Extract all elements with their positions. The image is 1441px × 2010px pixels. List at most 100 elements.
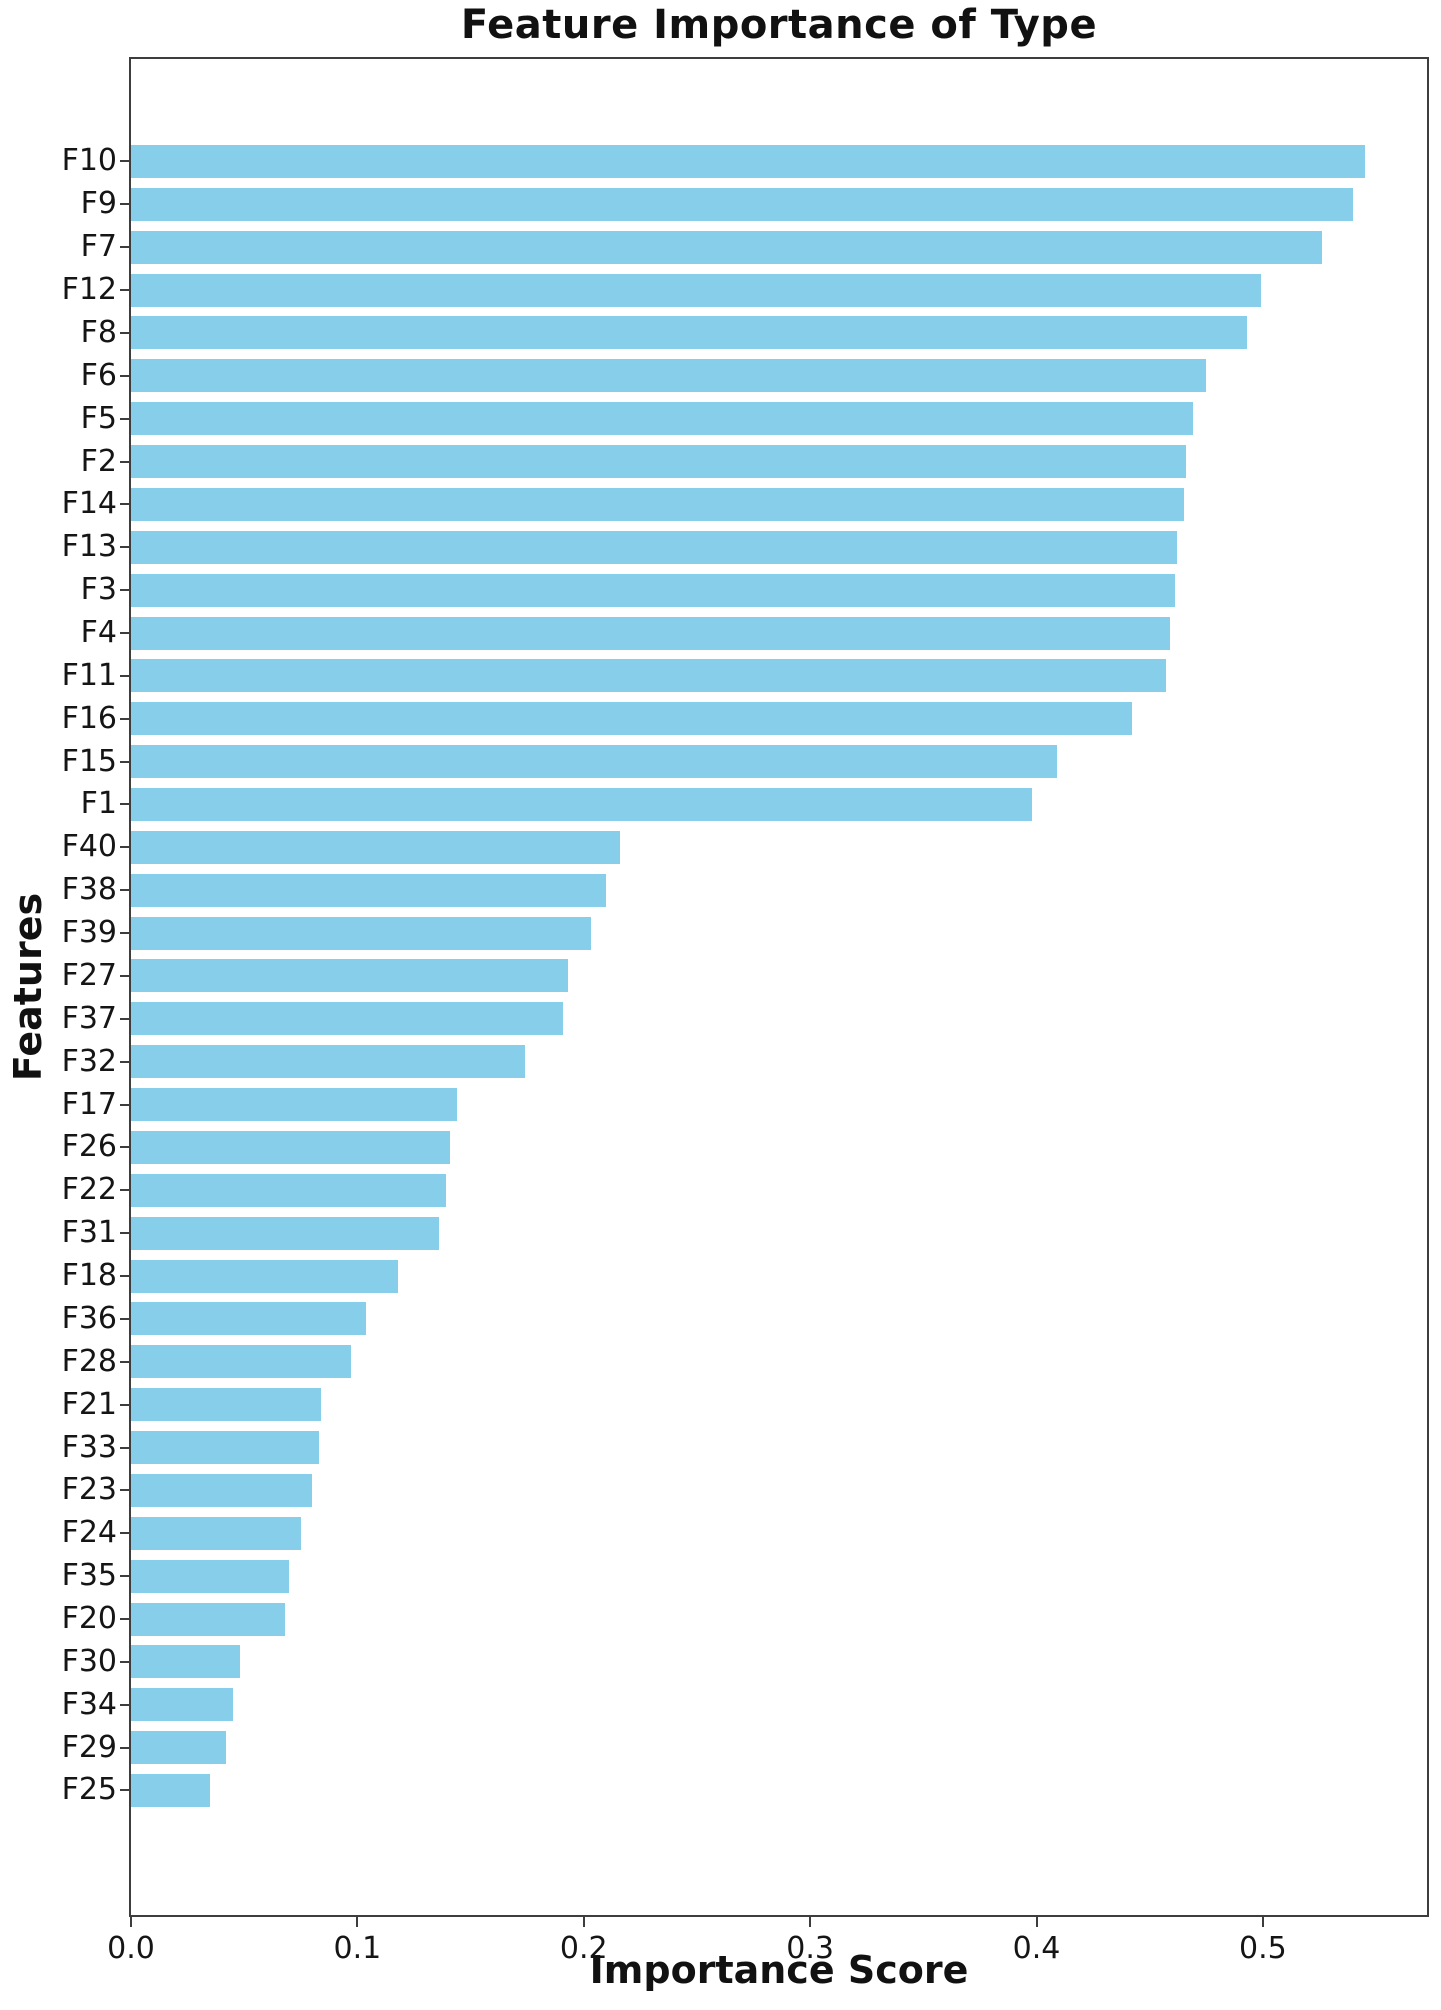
bar-F8 <box>131 316 1248 350</box>
bar-F39 <box>131 916 591 950</box>
y-tick-label-F5: F5 <box>80 400 117 436</box>
y-tick-label-F2: F2 <box>80 443 117 479</box>
y-tick-label-F35: F35 <box>61 1558 117 1594</box>
x-tick-mark <box>1035 1915 1038 1927</box>
y-tick-mark <box>120 1103 129 1106</box>
bar-F26 <box>131 1130 451 1164</box>
bar-F13 <box>131 530 1177 564</box>
bar-F40 <box>131 830 620 864</box>
y-tick-label-F7: F7 <box>80 229 117 265</box>
y-tick-label-F25: F25 <box>61 1772 117 1808</box>
bar-F37 <box>131 1002 564 1036</box>
bar-F24 <box>131 1516 301 1550</box>
x-tick-label-0.2: 0.2 <box>559 1931 608 1966</box>
y-tick-label-F30: F30 <box>61 1643 117 1679</box>
y-tick-label-F23: F23 <box>61 1472 117 1508</box>
bar-F14 <box>131 487 1184 521</box>
bar-F29 <box>131 1731 227 1765</box>
y-tick-mark <box>120 846 129 849</box>
bar-F9 <box>131 187 1354 221</box>
y-tick-label-F18: F18 <box>61 1258 117 1294</box>
y-tick-label-F36: F36 <box>61 1300 117 1336</box>
y-tick-label-F33: F33 <box>61 1429 117 1465</box>
y-tick-mark <box>120 1575 129 1578</box>
y-tick-mark <box>120 331 129 334</box>
y-tick-label-F24: F24 <box>61 1515 117 1551</box>
y-tick-label-F15: F15 <box>61 743 117 779</box>
bar-F11 <box>131 659 1166 693</box>
y-tick-mark <box>120 1275 129 1278</box>
y-tick-label-F28: F28 <box>61 1343 117 1379</box>
bar-F5 <box>131 402 1193 436</box>
y-tick-mark <box>120 1446 129 1449</box>
bar-F36 <box>131 1302 367 1336</box>
bar-F6 <box>131 359 1207 393</box>
y-tick-label-F4: F4 <box>80 615 117 650</box>
y-tick-mark <box>120 1017 129 1020</box>
bar-F23 <box>131 1473 313 1507</box>
bar-F31 <box>131 1216 439 1250</box>
y-tick-mark <box>120 803 129 806</box>
bar-F18 <box>131 1259 399 1293</box>
y-tick-label-F29: F29 <box>61 1729 117 1765</box>
bar-F30 <box>131 1645 240 1679</box>
y-tick-mark <box>120 632 129 634</box>
y-tick-label-F40: F40 <box>61 829 117 865</box>
bar-F1 <box>131 787 1032 821</box>
y-tick-label-F6: F6 <box>80 357 117 393</box>
y-tick-mark <box>120 503 129 506</box>
y-tick-mark <box>120 760 129 763</box>
y-tick-label-F9: F9 <box>80 186 117 222</box>
y-tick-label-F10: F10 <box>61 143 117 179</box>
y-tick-mark <box>120 160 129 163</box>
y-tick-mark <box>120 1703 129 1706</box>
y-tick-mark <box>120 674 129 677</box>
y-tick-label-F34: F34 <box>61 1686 117 1722</box>
bar-F21 <box>131 1388 322 1422</box>
y-tick-mark <box>120 1660 129 1663</box>
bar-F35 <box>131 1559 290 1593</box>
x-tick-label-0.4: 0.4 <box>1012 1931 1061 1966</box>
x-tick-mark <box>356 1915 359 1927</box>
y-tick-mark <box>120 1060 129 1063</box>
y-tick-mark <box>120 932 129 935</box>
y-tick-mark <box>120 1317 129 1320</box>
y-tick-mark <box>120 546 129 549</box>
y-tick-label-F12: F12 <box>61 272 117 308</box>
y-tick-label-F13: F13 <box>61 529 117 565</box>
bar-F34 <box>131 1688 233 1722</box>
y-tick-mark <box>120 289 129 292</box>
x-tick-label-0.1: 0.1 <box>333 1931 382 1966</box>
x-axis-label: Importance Score <box>589 1948 969 1992</box>
y-tick-mark <box>120 374 129 377</box>
bar-F2 <box>131 445 1186 479</box>
y-tick-label-F39: F39 <box>61 915 117 951</box>
bar-F16 <box>131 702 1132 736</box>
y-tick-label-F32: F32 <box>61 1043 117 1079</box>
y-tick-mark <box>120 1403 129 1406</box>
y-tick-label-F14: F14 <box>61 486 117 522</box>
y-tick-mark <box>120 203 129 206</box>
bar-F33 <box>131 1431 319 1465</box>
y-tick-label-F37: F37 <box>61 1000 117 1036</box>
y-tick-label-F16: F16 <box>61 700 117 736</box>
y-tick-label-F27: F27 <box>61 957 117 993</box>
y-tick-mark <box>120 460 129 463</box>
y-tick-label-F21: F21 <box>61 1386 117 1422</box>
x-tick-mark <box>809 1915 812 1927</box>
y-tick-label-F20: F20 <box>61 1601 117 1636</box>
bar-F27 <box>131 959 568 993</box>
bar-F4 <box>131 616 1171 650</box>
bar-F38 <box>131 873 607 907</box>
bar-F7 <box>131 230 1322 264</box>
y-tick-label-F3: F3 <box>80 572 117 608</box>
y-tick-label-F31: F31 <box>61 1215 117 1251</box>
bar-F10 <box>131 144 1365 178</box>
y-tick-label-F22: F22 <box>61 1172 117 1208</box>
x-tick-label-0.5: 0.5 <box>1239 1931 1287 1966</box>
y-tick-label-F1: F1 <box>80 786 117 822</box>
y-tick-mark <box>120 974 129 977</box>
bar-F32 <box>131 1045 525 1079</box>
y-tick-mark <box>120 589 129 592</box>
